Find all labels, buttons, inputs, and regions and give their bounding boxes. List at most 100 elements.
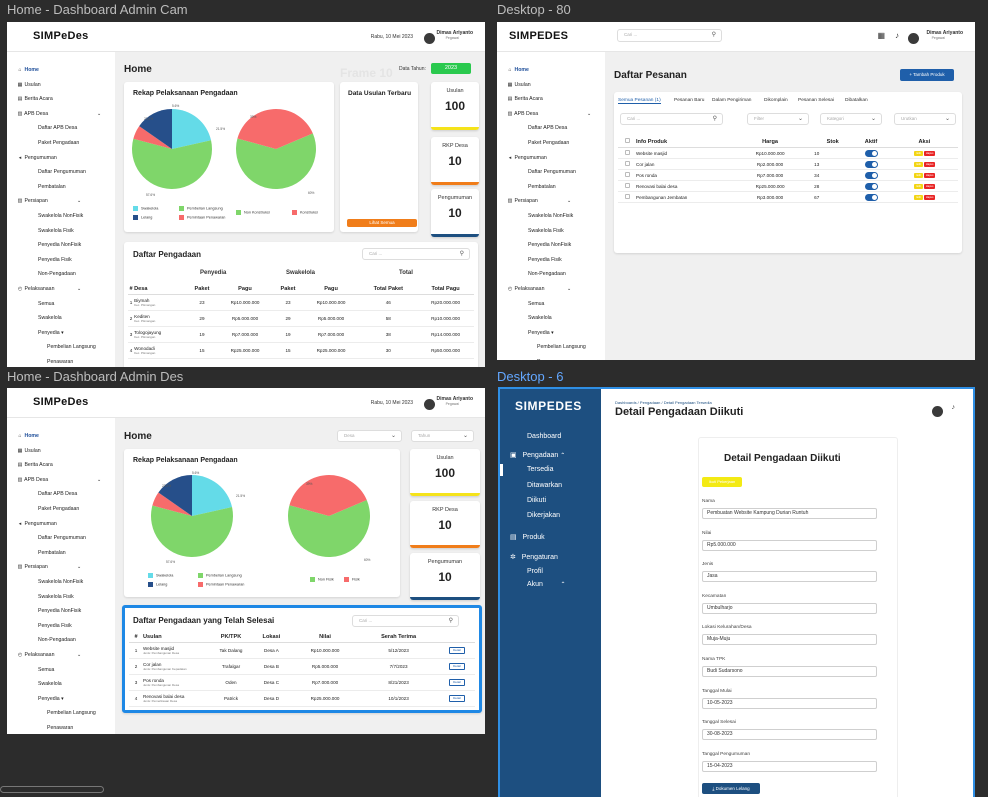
year-select[interactable]: 2023 <box>431 63 471 74</box>
field-value[interactable]: Jasa <box>702 571 877 583</box>
ikuti-badge[interactable]: Ikuti Pekerjaan <box>702 477 742 487</box>
sidebar-item-daftar-pengumuman[interactable]: Daftar Pengumuman <box>38 169 86 176</box>
sidebar-item-penawaran[interactable]: Penawaran <box>537 358 563 360</box>
sidebar-item-pembatalan[interactable]: Pembatalan <box>38 549 66 556</box>
sidebar-item-swakelola[interactable]: Swakelola <box>528 315 552 322</box>
sidebar-item-swakelola-fisik[interactable]: Swakelola Fisik <box>38 593 74 600</box>
sidebar-item-pelaksanaan[interactable]: ◴ Pelaksanaan ⌄ <box>17 652 82 658</box>
field-value[interactable]: Muja-Muju <box>702 634 877 646</box>
edit-button[interactable]: Edit <box>914 151 923 156</box>
sidebar-item-penyedia[interactable]: Penyedia ▾ <box>38 329 64 336</box>
sidebar-item-paket-pengadaan[interactable]: Paket Pengadaan <box>38 140 80 146</box>
breadcrumb[interactable]: Dashboards / Pengadaan / Detail Pengadaa… <box>615 400 712 405</box>
sidebar-item-penyedia-fisik[interactable]: Penyedia Fisik <box>528 256 562 263</box>
sidebar-item-penyedia-nonfisik[interactable]: Penyedia NonFisik <box>38 608 82 615</box>
search-input[interactable]: Cari ... ⚲ <box>362 248 470 260</box>
sidebar-item-penawaran[interactable]: Penawaran <box>47 725 74 731</box>
aktif-toggle[interactable] <box>864 171 878 179</box>
dokumen-lelang-button[interactable]: ⤓ Dokumen Lelang <box>702 783 760 794</box>
field-value[interactable]: Budi Sudarsono <box>702 666 877 677</box>
detail-button[interactable]: Detail <box>449 695 465 702</box>
sidebar-item-berita-acara[interactable]: ▤ Berita Acara <box>507 96 543 103</box>
scrollbar[interactable] <box>0 786 104 793</box>
field-value[interactable]: 15-04-2023 <box>702 760 877 772</box>
sidebar-item-semua[interactable]: Semua <box>38 300 55 307</box>
sidebar-item-pengumuman[interactable]: ◂ Pengumuman <box>18 520 57 527</box>
nav-ditawarkan[interactable]: Ditawarkan <box>527 482 563 489</box>
edit-button[interactable]: Edit <box>914 184 923 189</box>
tambah-produk-button[interactable]: + Tambah Produk <box>900 69 954 81</box>
search-input[interactable]: Cari ... ⚲ <box>352 615 459 627</box>
sidebar-item-penyedia-fisik[interactable]: Penyedia Fisik <box>38 622 72 629</box>
avatar[interactable] <box>908 30 919 48</box>
sidebar-item-apb-desa[interactable]: ▥ APB Desa ⌄ <box>17 476 102 483</box>
sidebar-item-non-pengadaan[interactable]: Non-Pengadaan <box>38 271 76 278</box>
nav-diikuti[interactable]: Diikuti <box>527 497 547 504</box>
avatar[interactable] <box>424 30 435 48</box>
sidebar-item-home[interactable]: ⌂ Home <box>18 67 39 73</box>
hapus-button[interactable]: Hapus <box>923 173 936 178</box>
sidebar-item-pelaksanaan[interactable]: ◴ Pelaksanaan ⌄ <box>507 286 572 292</box>
sidebar-item-pengumuman[interactable]: ◂ Pengumuman <box>508 154 547 161</box>
sidebar-item-berita-acara[interactable]: ▤ Berita Acara <box>17 462 53 469</box>
sidebar-item-pembelian-langsung[interactable]: Pembelian Langsung <box>537 344 586 351</box>
sidebar-item-pembatalan[interactable]: Pembatalan <box>528 183 556 190</box>
nav-tersedia[interactable]: Tersedia <box>527 466 554 473</box>
sidebar-item-semua[interactable]: Semua <box>38 666 55 673</box>
kategori-select[interactable]: Kategori ⌄ <box>820 113 882 125</box>
nav-pengaturan[interactable]: ✲ Pengaturan <box>510 554 558 561</box>
edit-button[interactable]: Edit <box>914 162 923 167</box>
sidebar-item-swakelola[interactable]: Swakelola <box>38 681 62 688</box>
aktif-toggle[interactable] <box>864 160 878 168</box>
calendar-icon[interactable]: ▦ <box>877 31 885 40</box>
sidebar-item-penawaran[interactable]: Penawaran <box>47 359 74 365</box>
sidebar-item-penyedia[interactable]: Penyedia ▾ <box>528 329 554 336</box>
nav-profil[interactable]: Profil <box>527 568 543 575</box>
detail-button[interactable]: Detail <box>449 647 465 654</box>
sidebar-item-swakelola[interactable]: Swakelola <box>38 315 62 322</box>
tab-0[interactable]: Semua Pesanan (1) <box>618 98 661 104</box>
sidebar-item-home[interactable]: ⌂ Home <box>508 67 529 73</box>
sidebar-item-home[interactable]: ⌂ Home <box>18 433 39 439</box>
field-value[interactable]: Rp5.000.000 <box>702 539 877 551</box>
bell-icon[interactable]: ♪ <box>895 31 899 40</box>
field-value[interactable]: 10-05-2023 <box>702 697 877 709</box>
filter-select[interactable]: Filter ⌄ <box>747 113 809 125</box>
tab-3[interactable]: Dikomplain <box>764 98 788 103</box>
sidebar-item-daftar-pengumuman[interactable]: Daftar Pengumuman <box>528 169 576 176</box>
aktif-toggle[interactable] <box>864 182 878 190</box>
edit-button[interactable]: Edit <box>914 195 923 200</box>
sidebar-item-swakelola-nonfisik[interactable]: Swakelola NonFisik <box>38 213 84 219</box>
row-checkbox[interactable] <box>624 172 630 177</box>
sidebar-item-usulan[interactable]: ▦ Usulan <box>507 81 531 88</box>
sidebar-item-persiapan[interactable]: ▥ Persiapan ⌄ <box>17 198 82 205</box>
sidebar-item-pembatalan[interactable]: Pembatalan <box>38 183 66 190</box>
sidebar-item-apb-desa[interactable]: ▥ APB Desa ⌄ <box>507 110 592 117</box>
row-checkbox[interactable] <box>624 183 630 188</box>
tahun-select[interactable]: Tahun ⌄ <box>411 430 474 442</box>
detail-button[interactable]: Detail <box>449 679 465 686</box>
field-value[interactable]: 30-08-2023 <box>702 729 877 741</box>
sidebar-item-swakelola-nonfisik[interactable]: Swakelola NonFisik <box>38 579 84 585</box>
nav-akun[interactable]: Akun ⌃ <box>527 581 566 588</box>
sidebar-item-non-pengadaan[interactable]: Non-Pengadaan <box>528 271 566 278</box>
hapus-button[interactable]: Hapus <box>923 184 936 189</box>
aktif-toggle[interactable] <box>864 149 878 157</box>
sidebar-item-berita-acara[interactable]: ▤ Berita Acara <box>17 96 53 103</box>
sidebar-item-swakelola-fisik[interactable]: Swakelola Fisik <box>528 227 564 234</box>
sidebar-item-penyedia-nonfisik[interactable]: Penyedia NonFisik <box>528 242 572 249</box>
sidebar-item-pengumuman[interactable]: ◂ Pengumuman <box>18 154 57 161</box>
sidebar-item-pembelian-langsung[interactable]: Pembelian Langsung <box>47 710 96 717</box>
row-checkbox[interactable] <box>624 194 630 199</box>
sidebar-item-paket-pengadaan[interactable]: Paket Pengadaan <box>528 140 570 146</box>
sidebar-item-penyedia-fisik[interactable]: Penyedia Fisik <box>38 256 72 263</box>
lihat-semua-button[interactable]: Lihat Semua <box>347 219 417 227</box>
sidebar-item-non-pengadaan[interactable]: Non-Pengadaan <box>38 637 76 644</box>
sidebar-item-usulan[interactable]: ▦ Usulan <box>17 81 41 88</box>
sidebar-item-daftar-apb-desa[interactable]: Daftar APB Desa <box>38 491 78 498</box>
tab-4[interactable]: Pesanan Selesai <box>798 98 835 103</box>
hapus-button[interactable]: Hapus <box>923 162 936 167</box>
sidebar-item-penyedia-nonfisik[interactable]: Penyedia NonFisik <box>38 242 82 249</box>
nav-dikerjakan[interactable]: Dikerjakan <box>527 512 561 519</box>
field-value[interactable]: Umbulharjo <box>702 602 877 614</box>
